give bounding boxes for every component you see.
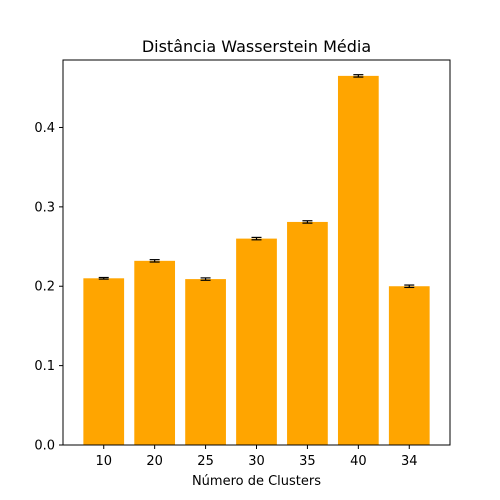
y-tick-label: 0.4 xyxy=(34,121,55,136)
x-axis-ticks: 10 20 25 30 35 40 34 xyxy=(95,445,418,469)
bar-34 xyxy=(388,286,430,445)
x-tick-label: 20 xyxy=(146,454,163,469)
error-bar-30 xyxy=(251,236,262,241)
error-bar-10 xyxy=(98,276,109,280)
bar-20 xyxy=(134,260,176,445)
error-bar-34 xyxy=(404,284,415,289)
x-tick-label: 40 xyxy=(350,454,367,469)
x-tick-label: 34 xyxy=(401,454,418,469)
y-axis-ticks: 0.0 0.1 0.2 0.3 0.4 xyxy=(34,121,63,454)
error-bar-35 xyxy=(302,220,313,224)
bar-25 xyxy=(185,279,226,445)
error-bar-25 xyxy=(200,277,211,281)
chart-title: Distância Wasserstein Média xyxy=(142,37,371,56)
y-tick-label: 0.0 xyxy=(34,439,55,454)
y-tick-label: 0.3 xyxy=(34,200,55,215)
bar-40 xyxy=(337,75,379,446)
y-tick-label: 0.1 xyxy=(34,359,55,374)
y-tick-label: 0.2 xyxy=(34,280,55,295)
x-axis-label: Número de Clusters xyxy=(192,474,321,489)
error-bars-layer xyxy=(98,74,415,289)
bar-35 xyxy=(287,221,328,445)
bar-10 xyxy=(83,278,125,445)
x-tick-label: 30 xyxy=(248,454,265,469)
error-bar-40 xyxy=(353,74,364,78)
x-tick-label: 35 xyxy=(299,454,316,469)
x-tick-label: 10 xyxy=(95,454,112,469)
bar-30 xyxy=(236,238,277,445)
error-bar-20 xyxy=(149,259,160,263)
x-tick-label: 25 xyxy=(197,454,214,469)
bars-layer xyxy=(83,75,430,446)
